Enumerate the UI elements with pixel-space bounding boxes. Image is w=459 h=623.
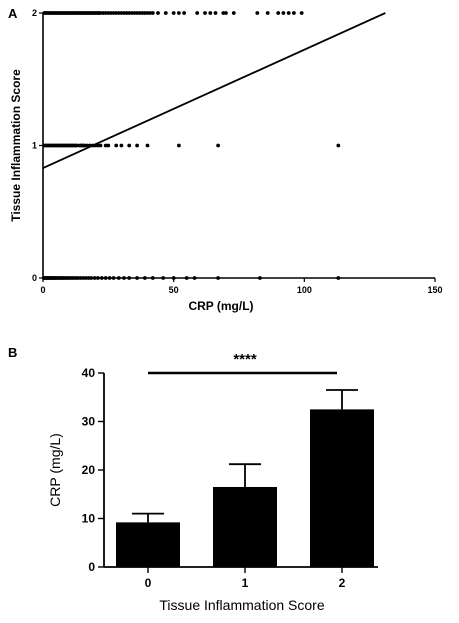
data-point <box>130 11 134 15</box>
data-point <box>255 11 260 15</box>
data-point <box>336 143 341 148</box>
x-tick-label: 150 <box>427 285 442 295</box>
data-point <box>135 143 140 148</box>
data-point <box>203 11 207 15</box>
panel-a-points <box>41 11 341 280</box>
bar <box>213 486 277 567</box>
data-point <box>145 143 150 148</box>
data-point <box>103 143 108 148</box>
y-tick-label: 0 <box>88 560 95 574</box>
panel-a-x-axis-label: CRP (mg/L) <box>188 299 253 313</box>
x-tick-label: 1 <box>242 576 249 590</box>
x-tick-label: 100 <box>297 285 312 295</box>
data-point <box>140 11 145 15</box>
panel-a-label: A <box>8 6 18 21</box>
data-point <box>156 11 160 15</box>
data-point <box>208 11 213 15</box>
data-point <box>127 11 132 15</box>
x-tick-label: 2 <box>339 576 346 590</box>
bar <box>116 522 180 567</box>
data-point <box>177 11 181 15</box>
panel-a-x-ticks: 0 50 100 150 <box>40 278 443 295</box>
y-tick-label: 30 <box>82 415 96 429</box>
data-point <box>82 143 87 148</box>
data-point <box>135 11 140 15</box>
x-tick-label: 50 <box>169 285 179 295</box>
data-point <box>122 11 126 15</box>
bar <box>310 409 374 567</box>
data-point <box>103 11 108 15</box>
data-point <box>265 11 270 15</box>
panel-a-y-ticks: 0 1 2 <box>32 8 43 283</box>
data-point <box>182 11 187 15</box>
y-tick-label: 1 <box>32 141 37 151</box>
data-point <box>85 143 90 148</box>
data-point <box>163 11 168 15</box>
data-point <box>106 143 111 148</box>
y-tick-label: 20 <box>82 463 96 477</box>
data-point <box>114 11 119 15</box>
data-point <box>299 11 304 15</box>
panel-b-significance-label: **** <box>233 351 257 368</box>
y-tick-label: 0 <box>32 273 37 283</box>
panel-b-bars <box>116 389 374 567</box>
panel-b-label: B <box>8 345 17 360</box>
data-point <box>124 11 129 15</box>
data-point <box>127 143 132 148</box>
panel-b-x-axis-label: Tissue Inflammation Score <box>159 597 324 613</box>
y-tick-label: 10 <box>82 512 96 526</box>
y-tick-label: 2 <box>32 8 37 18</box>
y-tick-label: 40 <box>82 366 96 380</box>
panel-a-y-axis-label: Tissue Inflammation Score <box>9 69 23 222</box>
data-point <box>231 11 236 15</box>
data-point <box>195 11 200 15</box>
data-point <box>148 11 153 15</box>
data-point <box>213 11 218 15</box>
data-point <box>143 11 147 15</box>
data-point <box>132 11 137 15</box>
data-point <box>177 143 181 148</box>
data-point <box>98 143 103 148</box>
data-point <box>106 11 111 15</box>
data-point <box>116 11 121 15</box>
data-point <box>221 11 226 15</box>
data-point <box>119 143 124 148</box>
data-point <box>114 143 119 148</box>
panel-a-regression-line <box>42 12 386 169</box>
panel-b-y-axis-label: CRP (mg/L) <box>47 433 63 507</box>
data-point <box>276 11 281 15</box>
data-point <box>286 11 291 15</box>
panel-b-y-ticks: 0 10 20 30 40 <box>82 366 104 574</box>
data-point <box>216 143 221 148</box>
data-point <box>109 11 113 15</box>
data-point <box>150 11 155 15</box>
data-point <box>101 11 105 15</box>
data-point <box>145 11 150 15</box>
data-point <box>281 11 286 15</box>
x-tick-label: 0 <box>40 285 45 295</box>
x-tick-label: 0 <box>145 576 152 590</box>
data-point <box>98 11 103 15</box>
panel-b-bar-chart: B 0 10 20 30 40 0 1 2 **** CRP (mg/L) Tissue I… <box>8 345 378 613</box>
data-point <box>292 11 296 15</box>
data-point <box>137 11 142 15</box>
data-point <box>75 143 79 148</box>
data-point <box>119 11 124 15</box>
panel-b-x-ticks: 0 1 2 <box>145 567 346 590</box>
data-point <box>224 11 228 15</box>
data-point <box>111 11 116 15</box>
data-point <box>171 11 176 15</box>
panel-a-scatter-plot: A 0 1 2 0 50 100 150 Tissue Inflammation Scor… <box>8 6 443 313</box>
